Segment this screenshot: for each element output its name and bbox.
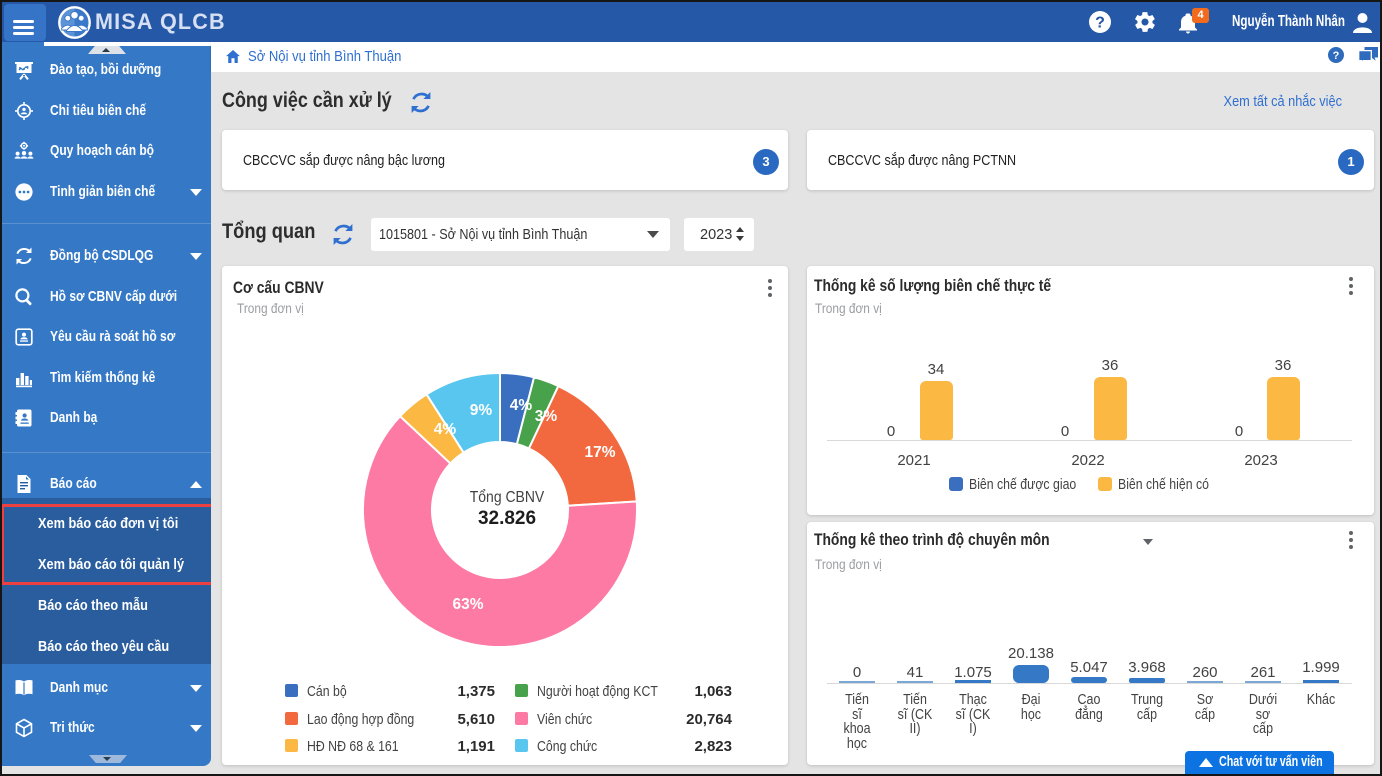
svg-text:?: ? xyxy=(1333,50,1340,62)
svg-text:?: ? xyxy=(1095,15,1105,32)
